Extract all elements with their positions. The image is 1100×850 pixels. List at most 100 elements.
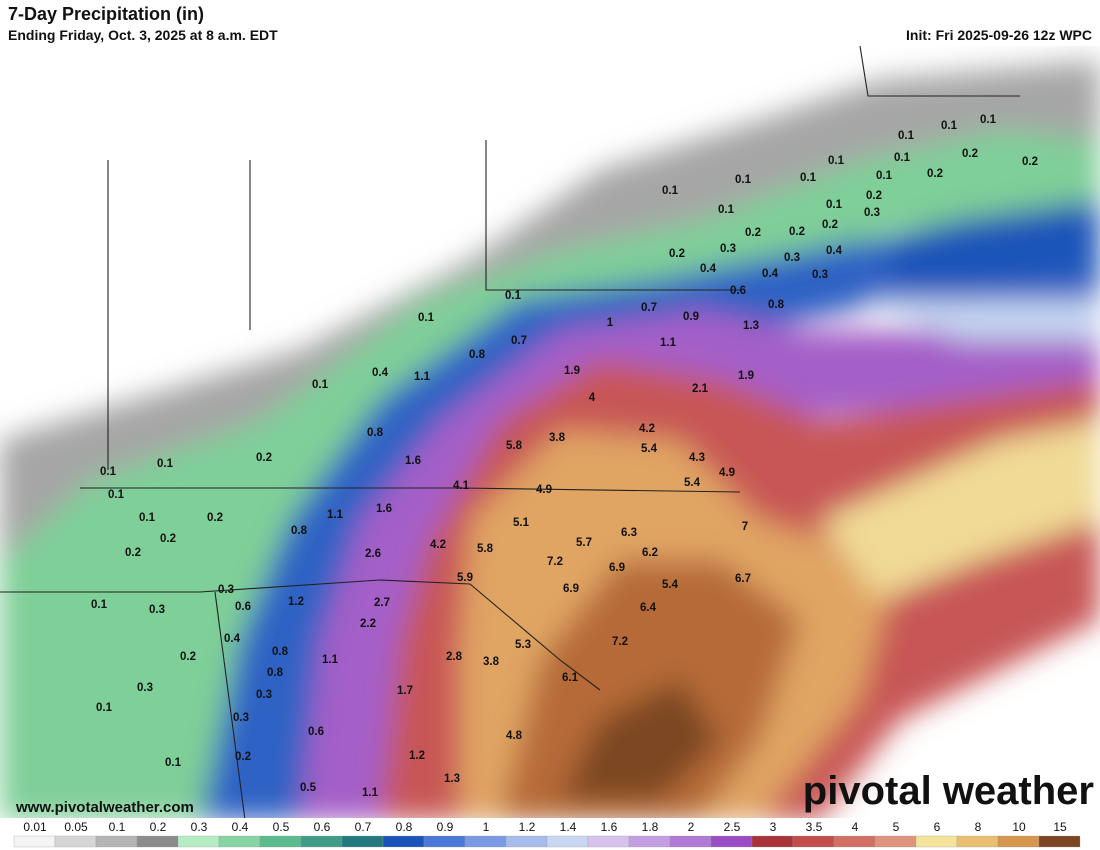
legend-swatch	[874, 835, 917, 848]
precip-label: 0.3	[256, 689, 272, 701]
precip-label: 1	[607, 317, 614, 329]
legend-swatch	[628, 835, 671, 848]
precip-label: 0.3	[864, 207, 880, 219]
precip-label: 0.2	[962, 148, 978, 160]
precip-label: 5.8	[477, 543, 494, 555]
precip-label: 5.4	[641, 443, 658, 455]
precip-label: 0.3	[218, 584, 234, 596]
precip-label: 0.2	[235, 751, 251, 763]
legend-swatch	[464, 835, 507, 848]
precip-label: 1.3	[743, 320, 759, 332]
legend-tick-label: 0.1	[109, 820, 126, 834]
legend-swatch	[136, 835, 179, 848]
precip-label: 0.1	[980, 114, 997, 126]
init-time: Init: Fri 2025-09-26 12z WPC	[906, 27, 1092, 43]
precip-label: 0.3	[137, 682, 153, 694]
precip-label: 1.9	[738, 370, 754, 382]
precip-label: 2.8	[446, 651, 463, 663]
precip-label: 1.1	[660, 337, 677, 349]
precip-label: 0.2	[256, 452, 272, 464]
precip-label: 1.9	[564, 365, 580, 377]
legend-swatch	[300, 835, 343, 848]
precip-label: 1.6	[376, 503, 392, 515]
precip-label: 2.7	[374, 597, 390, 609]
precip-label: 1.3	[444, 773, 460, 785]
legend-tick-label: 0.01	[23, 820, 47, 834]
precip-label: 0.1	[828, 155, 845, 167]
watermark: www.pivotalweather.com	[15, 799, 194, 816]
legend-swatch	[95, 835, 138, 848]
legend-tick-label: 0.4	[232, 820, 249, 834]
precip-label: 0.1	[941, 120, 958, 132]
precip-label: 4.9	[536, 484, 552, 496]
legend-tick-label: 5	[893, 820, 900, 834]
precip-label: 0.3	[233, 712, 249, 724]
value-labels: 0.1 0.1 0.1 0.1 0.2 0.2 0.1 0.1 0.2 0.2 0.1 0.1 0.1 0…	[91, 114, 1038, 799]
precip-label: 0.2	[822, 219, 838, 231]
precip-label: 0.2	[745, 227, 761, 239]
precip-label: 0.2	[866, 190, 882, 202]
precip-label: 0.1	[718, 204, 735, 216]
precip-label: 2.6	[365, 548, 381, 560]
precip-label: 0.1	[735, 174, 752, 186]
precip-label: 5.9	[457, 572, 473, 584]
legend-swatch	[177, 835, 220, 848]
precip-label: 4.1	[453, 480, 470, 492]
precip-label: 0.6	[235, 601, 251, 613]
title: 7-Day Precipitation (in)	[8, 4, 204, 24]
precip-label: 0.8	[272, 646, 289, 658]
precip-label: 0.4	[224, 633, 241, 645]
precip-label: 3.8	[549, 432, 566, 444]
legend-swatch	[382, 835, 425, 848]
legend-swatch	[341, 835, 384, 848]
legend-swatch	[997, 835, 1040, 848]
legend-swatch	[13, 835, 56, 848]
precip-label: 7.2	[547, 556, 563, 568]
precip-label: 0.1	[139, 512, 156, 524]
legend-tick-label: 3.5	[806, 820, 823, 834]
legend-swatch	[587, 835, 630, 848]
precip-label: 0.1	[100, 466, 117, 478]
legend-tick-label: 4	[852, 820, 859, 834]
precip-label: 0.1	[91, 599, 108, 611]
legend-tick-label: 6	[934, 820, 941, 834]
precip-label: 0.3	[149, 604, 165, 616]
precip-label: 0.1	[96, 702, 113, 714]
precip-label: 2.1	[692, 383, 709, 395]
precip-label: 0.1	[894, 152, 911, 164]
legend-swatch	[423, 835, 466, 848]
legend: 0.01 0.05 0.1 0.2 0.3 0.4 0.5 0.6 0.7 0.8 0.9 1 1.2 1…	[0, 818, 1100, 850]
precip-label: 1.6	[405, 455, 421, 467]
precip-label: 7	[742, 521, 748, 533]
legend-tick-label: 0.9	[437, 820, 454, 834]
legend-swatch	[792, 835, 835, 848]
legend-swatch	[546, 835, 589, 848]
precip-label: 4	[589, 392, 596, 404]
precip-label: 5.1	[513, 517, 530, 529]
precip-label: 5.3	[515, 639, 531, 651]
precip-label: 1.1	[327, 509, 344, 521]
precip-label: 0.1	[108, 489, 125, 501]
legend-swatch	[710, 835, 753, 848]
legend-tick-label: 2	[688, 820, 695, 834]
precip-label: 0.4	[762, 268, 779, 280]
precip-label: 5.4	[662, 579, 679, 591]
legend-tick-label: 15	[1053, 820, 1067, 834]
legend-tick-label: 2.5	[724, 820, 741, 834]
precip-label: 0.7	[641, 302, 657, 314]
legend-tick-label: 10	[1012, 820, 1026, 834]
legend-tick-label: 0.5	[273, 820, 290, 834]
precip-label: 0.1	[826, 199, 843, 211]
precip-label: 4.8	[506, 730, 523, 742]
precip-label: 6.4	[640, 602, 657, 614]
precip-label: 0.3	[784, 252, 800, 264]
precip-label: 0.4	[700, 263, 717, 275]
precip-label: 0.1	[312, 379, 329, 391]
precip-field	[0, 46, 1100, 818]
legend-swatch	[259, 835, 302, 848]
precip-label: 7.2	[612, 636, 628, 648]
precip-label: 0.6	[308, 726, 324, 738]
precip-label: 0.2	[927, 168, 943, 180]
